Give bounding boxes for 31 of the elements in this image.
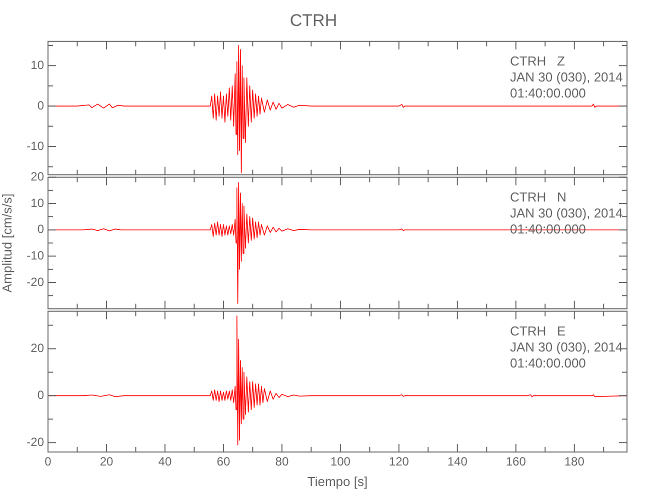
x-tick-label: 180 (564, 454, 585, 469)
y-tick-label: -10 (26, 138, 44, 153)
x-axis-title: Tiempo [s] (307, 474, 368, 489)
annotation: JAN 30 (030), 2014 (510, 205, 623, 220)
x-tick-label: 40 (158, 454, 172, 469)
annotation: CTRH Z (510, 53, 565, 68)
y-tick-label: 0 (37, 388, 44, 402)
x-tick-label: 20 (100, 454, 114, 469)
x-tick-label: 160 (506, 454, 526, 469)
x-tick-label: 140 (447, 454, 468, 469)
y-tick-label: -20 (26, 434, 44, 449)
y-tick-label: 20 (30, 170, 44, 184)
chart-title: CTRH (290, 10, 338, 30)
x-tick-label: 80 (275, 454, 289, 469)
annotation: JAN 30 (030), 2014 (510, 339, 623, 354)
y-tick-label: 10 (30, 196, 44, 210)
x-tick-label: 100 (330, 454, 351, 469)
y-tick-label: 0 (37, 222, 44, 236)
x-tick-label: 120 (388, 454, 410, 469)
y-tick-label: 20 (30, 341, 44, 356)
y-tick-label: -20 (26, 274, 44, 289)
annotation: 01:40:00.000 (510, 355, 586, 370)
annotation: JAN 30 (030), 2014 (510, 69, 623, 84)
y-tick-label: 0 (37, 98, 44, 112)
x-tick-label: 60 (216, 454, 230, 469)
y-tick-label: 10 (30, 58, 44, 72)
annotation: 01:40:00.000 (510, 85, 586, 100)
annotation: CTRH N (510, 189, 566, 204)
y-tick-label: -10 (26, 248, 44, 262)
annotation: CTRH E (510, 323, 566, 338)
y-axis-title: Amplitud [cm/s/s] (0, 194, 14, 292)
